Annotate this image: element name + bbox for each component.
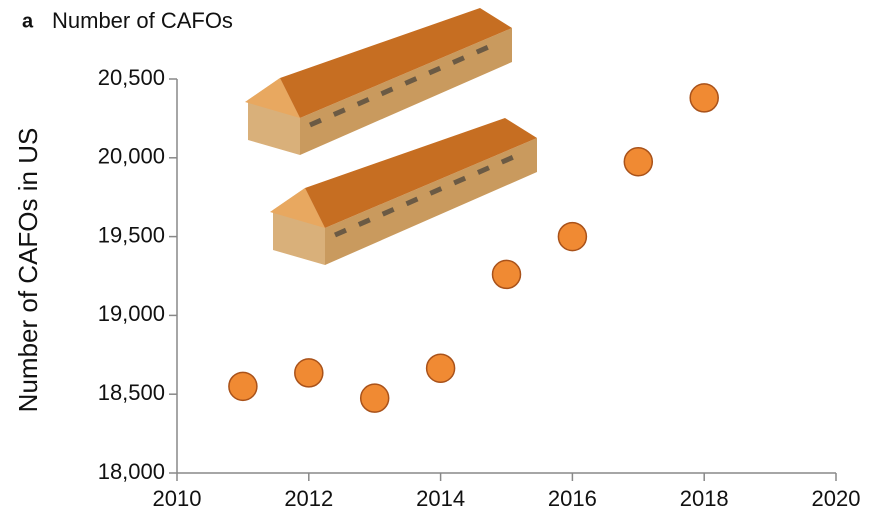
data-point bbox=[491, 259, 522, 290]
x-tick-label: 2014 bbox=[416, 486, 465, 511]
x-tick-label: 2012 bbox=[284, 486, 333, 511]
data-point bbox=[294, 358, 324, 388]
data-point bbox=[228, 371, 258, 402]
x-tick-label: 2010 bbox=[153, 486, 202, 511]
chart-title: Number of CAFOs bbox=[52, 8, 233, 33]
y-tick-label: 18,500 bbox=[98, 380, 165, 405]
barn-illustration bbox=[245, 8, 537, 265]
y-tick-label: 19,500 bbox=[98, 222, 165, 247]
data-point bbox=[359, 383, 390, 413]
y-tick-label: 18,000 bbox=[98, 459, 165, 484]
data-point bbox=[689, 83, 719, 113]
y-axis-label: Number of CAFOs in US bbox=[13, 128, 43, 413]
panel-label: a bbox=[22, 10, 34, 32]
data-point bbox=[557, 221, 588, 252]
x-tick-label: 2018 bbox=[680, 486, 729, 511]
data-point bbox=[623, 146, 654, 177]
y-tick-label: 20,500 bbox=[98, 65, 165, 90]
x-tick-label: 2016 bbox=[548, 486, 597, 511]
y-tick-label: 19,000 bbox=[98, 301, 165, 326]
x-tick-label: 2020 bbox=[812, 486, 861, 511]
data-point bbox=[425, 353, 456, 383]
y-tick-label: 20,000 bbox=[98, 144, 165, 169]
